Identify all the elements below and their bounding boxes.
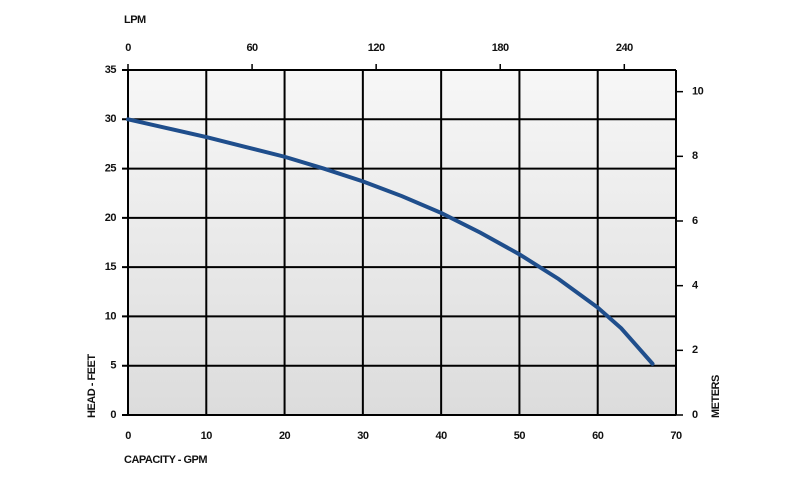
plot-area	[128, 70, 676, 415]
x2-tick-label: 180	[492, 42, 509, 54]
y-tick-label: 35	[105, 64, 117, 76]
x-tick-label: 50	[514, 430, 526, 442]
x2-axis-title: LPM	[124, 14, 146, 26]
x-tick-label: 30	[357, 430, 369, 442]
x-tick-label: 40	[436, 430, 448, 442]
x-tick-label: 20	[279, 430, 291, 442]
x2-tick-label: 120	[368, 42, 385, 54]
y-axis-title: HEAD - FEET	[86, 354, 98, 418]
y-tick-label: 15	[105, 261, 117, 273]
x-tick-label: 60	[592, 430, 604, 442]
x-tick-label: 10	[201, 430, 213, 442]
x-axis-title: CAPACITY - GPM	[124, 454, 207, 466]
x-tick-label: 70	[670, 430, 682, 442]
y2-tick-label: 4	[692, 280, 699, 292]
x2-tick-label: 240	[616, 42, 633, 54]
y2-axis-title: METERS	[710, 375, 722, 418]
y2-tick-label: 0	[692, 409, 698, 421]
y-tick-label: 30	[105, 113, 117, 125]
y-tick-label: 0	[110, 409, 116, 421]
y2-tick-label: 2	[692, 344, 698, 356]
y-tick-label: 20	[105, 212, 117, 224]
y2-tick-label: 8	[692, 150, 698, 162]
x2-tick-label: 60	[246, 42, 258, 54]
pump-curve	[126, 117, 655, 366]
y2-tick-label: 10	[692, 86, 704, 98]
x2-tick-label: 0	[125, 42, 131, 54]
y-tick-label: 10	[105, 310, 117, 322]
y-tick-label: 5	[110, 360, 116, 372]
x-tick-label: 0	[125, 430, 131, 442]
y2-tick-label: 6	[692, 215, 698, 227]
y-tick-label: 25	[105, 162, 117, 174]
